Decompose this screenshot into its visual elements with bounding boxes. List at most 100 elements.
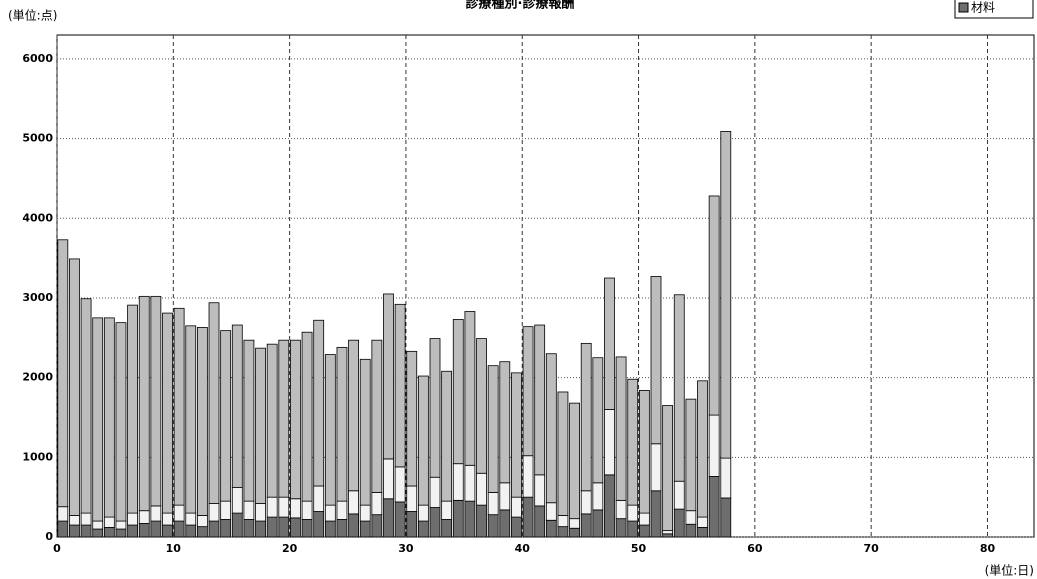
- bar-segment: [476, 504, 487, 538]
- bar-segment: [336, 500, 348, 520]
- bar-segment: [371, 491, 383, 516]
- y-tick-label: 0: [45, 530, 53, 543]
- bar-segment: [185, 524, 197, 538]
- bar-segment: [720, 457, 732, 499]
- bar-segment: [650, 443, 662, 492]
- bar-segment: [522, 326, 534, 457]
- bar-segment: [324, 504, 336, 522]
- bar-segment: [487, 491, 499, 516]
- bar-segment: [359, 520, 371, 538]
- bar-segment: [417, 520, 429, 538]
- bar-segment: [220, 330, 232, 502]
- bar-segment: [371, 339, 383, 493]
- legend-box: [954, 0, 1034, 19]
- bar-segment: [499, 361, 511, 484]
- bar-segment: [685, 398, 697, 512]
- bar-segment: [150, 520, 162, 538]
- bar-segment: [615, 356, 627, 501]
- bar-segment: [127, 524, 139, 538]
- bar-segment: [138, 523, 150, 538]
- bar-segment: [627, 520, 639, 538]
- bar-segment: [429, 338, 441, 478]
- bar-segment: [336, 519, 348, 538]
- bar-segment: [127, 512, 139, 526]
- bar-segment: [441, 370, 453, 502]
- bar-segment: [103, 516, 115, 528]
- bar-segment: [394, 501, 406, 538]
- bar-segment: [604, 474, 615, 538]
- bar-segment: [220, 519, 232, 538]
- bar-segment: [592, 509, 604, 538]
- bar-segment: [324, 520, 336, 538]
- bar-segment: [208, 302, 220, 504]
- bar-segment: [534, 474, 546, 507]
- bar-segment: [162, 524, 173, 538]
- x-tick-label: 10: [166, 542, 182, 555]
- bar-segment: [569, 518, 580, 529]
- bar-segment: [231, 512, 243, 538]
- y-tick-label: 4000: [22, 211, 53, 224]
- bar-segment: [580, 490, 592, 515]
- bar-segment: [313, 319, 325, 487]
- x-tick-label: 60: [747, 542, 763, 555]
- bar-segment: [557, 391, 569, 516]
- bar-segment: [720, 131, 732, 459]
- bar-segment: [290, 517, 301, 538]
- bar-segment: [348, 513, 359, 538]
- bar-segment: [604, 277, 615, 410]
- bar-segment: [69, 515, 80, 526]
- bar-segment: [255, 347, 266, 504]
- bar-segment: [92, 520, 104, 530]
- bar-segment: [57, 520, 69, 538]
- bar-segment: [511, 516, 522, 538]
- bar-segment: [662, 405, 674, 532]
- bar-segment: [231, 487, 243, 514]
- bar-segment: [650, 490, 662, 538]
- bar-segment: [394, 303, 406, 468]
- bar-segment: [383, 293, 394, 460]
- legend-swatch: [958, 2, 969, 13]
- bar-segment: [290, 339, 301, 500]
- y-tick-label: 2000: [22, 371, 53, 384]
- bar-segment: [487, 365, 499, 493]
- bar-segment: [196, 526, 208, 538]
- bar-segment: [673, 294, 685, 482]
- bar-segment: [452, 463, 464, 501]
- bar-segment: [638, 512, 650, 526]
- bar-segment: [441, 500, 453, 520]
- bar-segment: [464, 464, 476, 502]
- bar-segment: [557, 515, 569, 528]
- bar-segment: [383, 498, 394, 538]
- bar-segment: [499, 509, 511, 538]
- bar-segment: [173, 520, 185, 538]
- bar-segment: [441, 519, 453, 538]
- bar-segment: [476, 472, 487, 506]
- bar-segment: [697, 527, 708, 538]
- bar-segment: [266, 496, 278, 518]
- bar-segment: [708, 414, 720, 477]
- bar-segment: [138, 510, 150, 524]
- bar-segment: [464, 311, 476, 466]
- bar-segment: [545, 353, 557, 504]
- bar-segment: [359, 504, 371, 522]
- bar-segment: [301, 500, 313, 520]
- bar-segment: [80, 512, 92, 526]
- bar-segment: [534, 324, 546, 476]
- bar-segment: [127, 304, 139, 514]
- x-tick-label: 20: [282, 542, 298, 555]
- x-tick-label: 40: [515, 542, 531, 555]
- bar-segment: [406, 485, 418, 512]
- bar-segment: [522, 496, 534, 538]
- bar-segment: [406, 511, 418, 538]
- chart-title: 診療種別·診療報酬: [466, 0, 575, 12]
- bar-segment: [208, 520, 220, 538]
- bar-segment: [115, 322, 127, 522]
- bar-segment: [69, 524, 80, 538]
- bar-segment: [173, 504, 185, 522]
- bar-segment: [511, 372, 522, 498]
- bar-segment: [592, 357, 604, 484]
- bar-segment: [638, 389, 650, 514]
- bar-segment: [615, 499, 627, 520]
- bar-segment: [487, 514, 499, 538]
